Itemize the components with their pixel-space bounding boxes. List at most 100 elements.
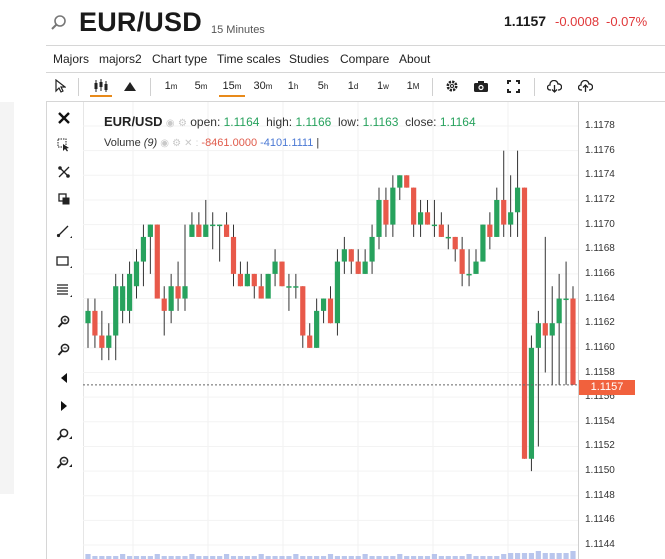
candle-body: [452, 236, 458, 250]
gear-icon[interactable]: [443, 77, 461, 95]
candle-body: [556, 298, 562, 324]
volume-bar: [542, 553, 548, 559]
volume-bar: [120, 554, 126, 559]
volume-label: Volume: [104, 137, 141, 149]
timeframe-15m-num: 15: [222, 80, 235, 92]
close-value: 1.1164: [439, 115, 476, 129]
volume-bar: [147, 556, 153, 559]
volume-bar: [397, 554, 403, 559]
volume-bar: [445, 556, 451, 559]
menu-compare[interactable]: Compare: [340, 52, 390, 66]
candle-body: [390, 187, 396, 225]
volume-bar: [126, 556, 133, 559]
timeframe-15m[interactable]: 15 m: [219, 77, 245, 97]
candle-body: [189, 224, 195, 237]
mountain-icon[interactable]: [122, 77, 138, 95]
candle-body: [383, 199, 389, 225]
settings-icon[interactable]: ⚙: [177, 118, 187, 129]
menu-studies[interactable]: Studies: [289, 52, 330, 66]
symbol-title[interactable]: EUR/USD: [79, 7, 202, 37]
volume-value-1: -8461.0000: [201, 137, 258, 149]
volume-eye-icon[interactable]: ◉: [160, 138, 170, 149]
volume-bar: [411, 556, 417, 559]
volume-bar: [182, 556, 188, 559]
upload-icon[interactable]: [576, 77, 594, 95]
zoom-in-range-icon[interactable]: [53, 425, 75, 445]
zoom-in-icon[interactable]: [53, 312, 75, 332]
menu-majors2[interactable]: majors2: [99, 52, 142, 66]
candle-body: [508, 212, 514, 225]
volume-bar: [501, 554, 507, 559]
volume-bar: [189, 554, 195, 559]
candle-body: [314, 310, 320, 348]
candle-body: [272, 261, 278, 274]
volume-bar: [334, 556, 341, 559]
volume-remove-icon[interactable]: ✕: [184, 138, 193, 149]
price-chart[interactable]: [83, 102, 665, 559]
crosshair-cursor-icon[interactable]: [53, 135, 75, 155]
close-icon[interactable]: [53, 108, 75, 128]
menu-about[interactable]: About: [399, 52, 431, 66]
search-icon[interactable]: [50, 14, 68, 32]
volume-bar: [92, 556, 98, 559]
price-axis[interactable]: [578, 102, 665, 559]
volume-bar: [223, 554, 230, 559]
candle-body: [404, 175, 410, 188]
trendline-icon[interactable]: [53, 222, 75, 242]
volume-settings-icon[interactable]: ⚙: [172, 138, 182, 149]
candle-body: [223, 224, 230, 237]
scroll-right-icon[interactable]: [53, 396, 75, 416]
copy-icon[interactable]: [53, 189, 75, 209]
candle-body: [459, 249, 465, 274]
candle-body: [487, 224, 493, 237]
candle-body: [133, 261, 140, 287]
candle-body: [417, 212, 424, 225]
volume-bar: [528, 553, 535, 559]
fibonacci-icon[interactable]: [53, 280, 75, 300]
volume-bar: [133, 556, 140, 559]
timeframe-30m[interactable]: 30 m: [250, 77, 276, 95]
candle-body: [514, 187, 521, 213]
candle-body: [210, 224, 216, 227]
candle-body: [279, 261, 285, 287]
candle-body: [535, 323, 541, 348]
candle-body: [334, 261, 341, 324]
candle-body: [85, 310, 91, 324]
candle-body: [431, 224, 438, 227]
magnet-icon[interactable]: [53, 162, 75, 182]
y-tick-label: 1.1170: [585, 218, 615, 230]
cursor-icon[interactable]: [52, 77, 68, 95]
download-icon[interactable]: [545, 77, 563, 95]
fullscreen-icon[interactable]: [504, 77, 522, 95]
volume-value-2: -4101.1111: [260, 137, 314, 149]
scroll-left-icon[interactable]: [53, 368, 75, 388]
candle-body: [411, 187, 417, 225]
candle-body: [320, 298, 327, 311]
candles-icon[interactable]: [90, 77, 112, 97]
camera-icon[interactable]: [472, 77, 490, 95]
menu-time-scales[interactable]: Time scales: [217, 52, 281, 66]
zoom-out-icon[interactable]: [53, 340, 75, 360]
candle-body: [424, 212, 431, 225]
rectangle-icon[interactable]: [53, 252, 75, 272]
drawing-tools-panel: [46, 102, 84, 559]
volume-bar: [431, 554, 438, 559]
candle-body: [397, 175, 403, 188]
eye-icon[interactable]: ◉: [165, 118, 175, 129]
menu-majors[interactable]: Majors: [53, 52, 90, 66]
y-tick-label: 1.1146: [585, 514, 615, 526]
candle-body: [355, 261, 361, 274]
menu-chart-type[interactable]: Chart type: [152, 52, 208, 66]
volume-bar: [85, 554, 91, 559]
zoom-out-range-icon[interactable]: [53, 453, 75, 473]
y-tick-label: 1.1162: [585, 317, 615, 329]
volume-bar: [521, 553, 528, 559]
